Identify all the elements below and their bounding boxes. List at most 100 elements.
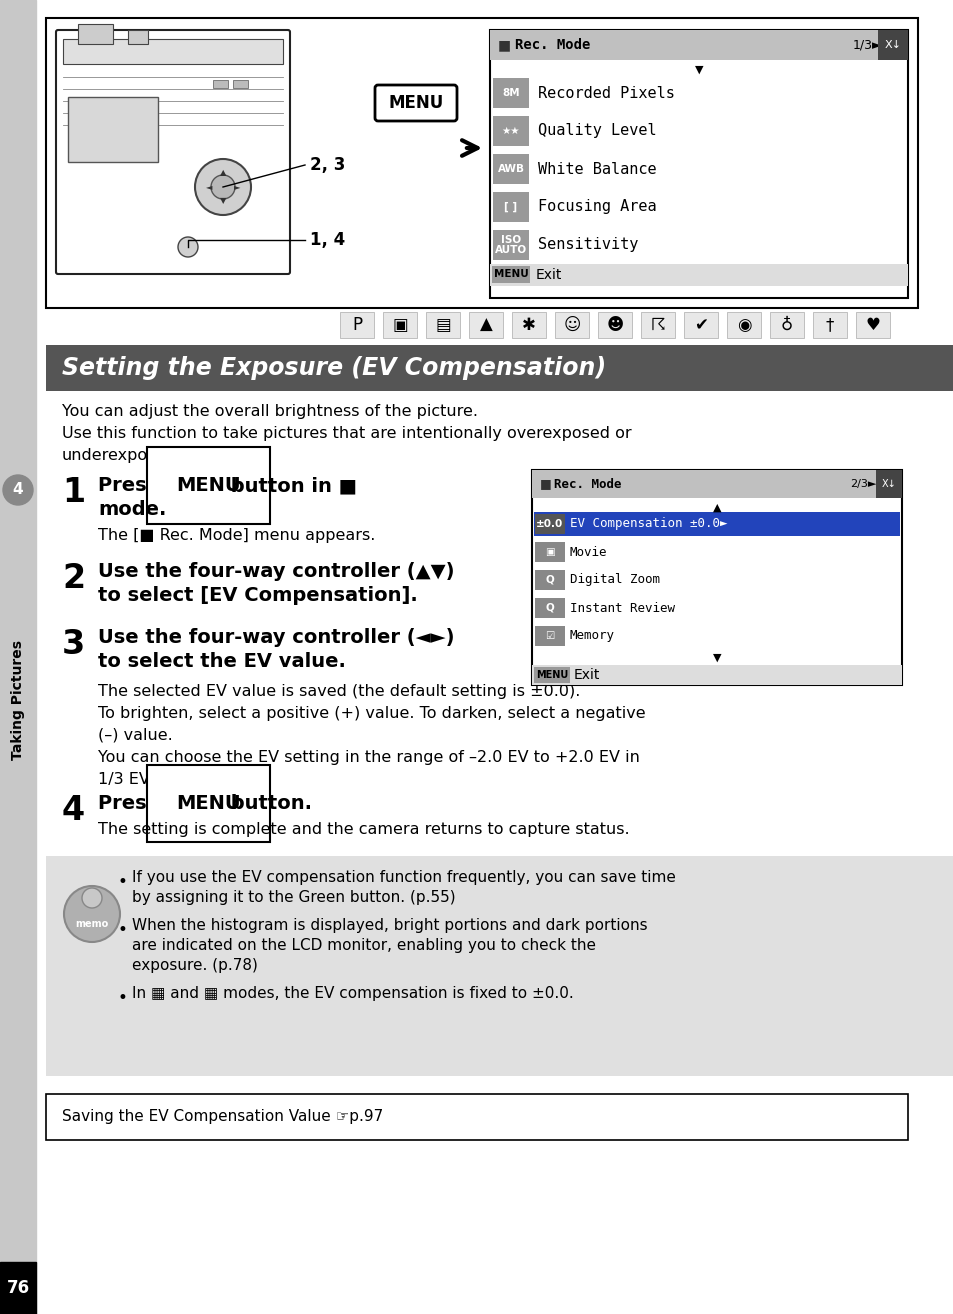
Bar — [490, 30, 907, 298]
Text: ISO
AUTO: ISO AUTO — [495, 235, 526, 255]
Bar — [535, 514, 564, 533]
Text: Rec. Mode: Rec. Mode — [554, 477, 620, 490]
Circle shape — [3, 474, 33, 505]
Text: •: • — [118, 872, 128, 891]
Text: ■: ■ — [497, 38, 511, 53]
Text: ♥: ♥ — [864, 315, 880, 334]
Text: X↓: X↓ — [883, 39, 901, 50]
Bar — [535, 598, 564, 618]
Text: ☑: ☑ — [545, 631, 554, 641]
Text: ♁: ♁ — [781, 315, 792, 334]
Text: 2: 2 — [62, 562, 85, 595]
Text: ▼: ▼ — [712, 653, 720, 664]
Bar — [492, 265, 530, 283]
Circle shape — [64, 886, 120, 942]
Text: to select the EV value.: to select the EV value. — [98, 652, 346, 671]
Bar — [535, 625, 564, 646]
Circle shape — [178, 237, 198, 258]
Bar — [769, 311, 803, 338]
Bar — [490, 264, 907, 286]
Text: ►: ► — [233, 183, 240, 192]
Circle shape — [194, 159, 251, 215]
Text: are indicated on the LCD monitor, enabling you to check the: are indicated on the LCD monitor, enabli… — [132, 938, 596, 953]
Bar — [875, 470, 901, 498]
Text: 4: 4 — [12, 482, 23, 498]
Text: Exit: Exit — [536, 268, 561, 283]
Text: Rec. Mode: Rec. Mode — [515, 38, 590, 53]
Text: Press the: Press the — [98, 476, 208, 495]
Text: ▲: ▲ — [479, 315, 492, 334]
Text: Q: Q — [545, 603, 554, 614]
Text: MENU: MENU — [388, 95, 443, 112]
Bar — [382, 311, 416, 338]
Text: ▲: ▲ — [712, 503, 720, 512]
Text: ▲: ▲ — [219, 168, 226, 177]
Text: 2, 3: 2, 3 — [310, 156, 345, 173]
Bar — [233, 80, 248, 88]
Text: White Balance: White Balance — [537, 162, 656, 176]
Text: •: • — [118, 921, 128, 940]
Text: Use the four-way controller (◄►): Use the four-way controller (◄►) — [98, 628, 454, 646]
Bar — [532, 470, 901, 685]
Text: •: • — [118, 989, 128, 1007]
Text: ✔: ✔ — [694, 315, 707, 334]
Bar — [493, 154, 529, 184]
Text: mode.: mode. — [98, 501, 166, 519]
Text: Setting the Exposure (EV Compensation): Setting the Exposure (EV Compensation) — [62, 356, 605, 380]
Bar — [46, 346, 953, 392]
Circle shape — [82, 888, 102, 908]
Text: 8M: 8M — [501, 88, 519, 99]
Text: Instant Review: Instant Review — [569, 602, 675, 615]
Bar — [213, 80, 228, 88]
Text: 3: 3 — [62, 628, 85, 661]
Bar — [493, 192, 529, 222]
Bar — [46, 1095, 907, 1141]
Text: Recorded Pixels: Recorded Pixels — [537, 85, 674, 100]
Text: ☺: ☺ — [562, 315, 580, 334]
Text: Digital Zoom: Digital Zoom — [569, 573, 659, 586]
Text: AWB: AWB — [497, 164, 524, 173]
Text: ▤: ▤ — [435, 315, 451, 334]
Text: Q: Q — [545, 576, 554, 585]
Text: ±0.0: ±0.0 — [536, 519, 563, 530]
Bar — [493, 116, 529, 146]
Text: If you use the EV compensation function frequently, you can save time: If you use the EV compensation function … — [132, 870, 675, 886]
Text: ★★: ★★ — [501, 126, 519, 137]
Text: button in ■: button in ■ — [224, 476, 356, 495]
Bar — [46, 18, 917, 307]
Text: 4: 4 — [62, 794, 85, 827]
Text: To brighten, select a positive (+) value. To darken, select a negative: To brighten, select a positive (+) value… — [98, 706, 645, 721]
Text: You can choose the EV setting in the range of –2.0 EV to +2.0 EV in: You can choose the EV setting in the ran… — [98, 750, 639, 765]
Bar — [339, 311, 374, 338]
Text: The [■ Rec. Mode] menu appears.: The [■ Rec. Mode] menu appears. — [98, 528, 375, 543]
Text: ✱: ✱ — [521, 315, 536, 334]
Text: MENU: MENU — [536, 670, 568, 681]
Text: exposure. (p.78): exposure. (p.78) — [132, 958, 257, 972]
Text: ▣: ▣ — [544, 547, 555, 557]
Bar — [493, 78, 529, 108]
Bar — [534, 668, 569, 683]
Bar — [683, 311, 718, 338]
Text: Press the: Press the — [98, 794, 208, 813]
Text: ■: ■ — [539, 477, 551, 490]
Bar — [877, 30, 907, 60]
Bar — [63, 39, 283, 64]
Bar — [535, 541, 564, 562]
Bar — [0, 0, 36, 1314]
Text: ☻: ☻ — [606, 315, 623, 334]
Bar — [532, 470, 901, 498]
Text: Sensitivity: Sensitivity — [537, 238, 638, 252]
Text: Memory: Memory — [569, 629, 615, 643]
Text: You can adjust the overall brightness of the picture.: You can adjust the overall brightness of… — [62, 403, 477, 419]
Bar — [426, 311, 459, 338]
Text: In ▦ and ▦ modes, the EV compensation is fixed to ±0.0.: In ▦ and ▦ modes, the EV compensation is… — [132, 986, 573, 1001]
Bar — [68, 97, 158, 162]
Text: by assigning it to the Green button. (p.55): by assigning it to the Green button. (p.… — [132, 890, 456, 905]
Text: Quality Level: Quality Level — [537, 124, 656, 138]
Bar — [512, 311, 545, 338]
Text: 2/3►: 2/3► — [849, 480, 876, 489]
Text: 1, 4: 1, 4 — [310, 231, 345, 248]
Text: memo: memo — [75, 918, 109, 929]
Bar — [535, 570, 564, 590]
Text: Use the four-way controller (▲▼): Use the four-way controller (▲▼) — [98, 562, 454, 581]
